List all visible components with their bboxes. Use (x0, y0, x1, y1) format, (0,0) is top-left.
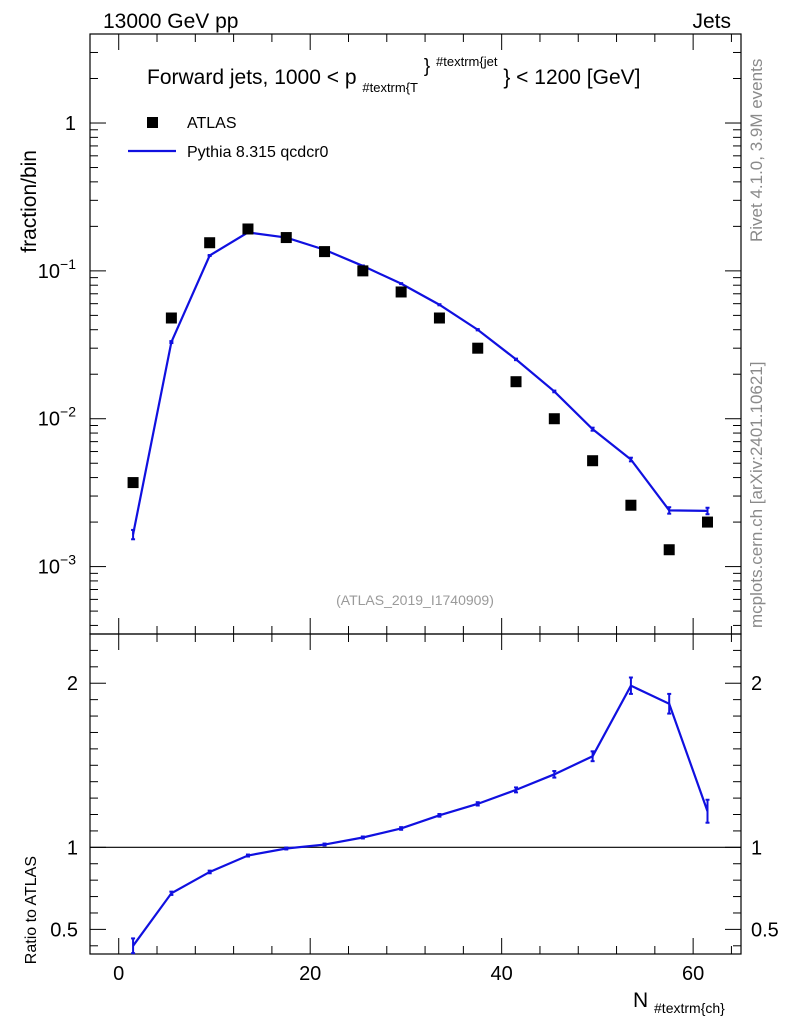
title-pre: Forward jets, 1000 < p (147, 66, 357, 89)
legend-atlas-marker (147, 117, 158, 128)
category-label: Jets (692, 10, 731, 33)
energy-label: 13000 GeV pp (103, 10, 238, 33)
atlas-data-point (280, 232, 292, 244)
atlas-data-point (663, 544, 675, 556)
atlas-data-point (701, 516, 713, 528)
pythia-line (132, 231, 708, 535)
tick-base: 10 (38, 409, 60, 431)
x-axis-label-main: N (633, 989, 648, 1012)
main-y-tick-label: 10−2 (38, 404, 76, 431)
main-chart-title: Forward jets, 1000 < p #textrm{T } #text… (147, 48, 641, 97)
atlas-data-point (319, 246, 331, 258)
atlas-data-point (395, 286, 407, 298)
x-tick-label: 60 (682, 963, 704, 985)
x-tick-label: 20 (299, 963, 321, 985)
legend-atlas-label: ATLAS (187, 115, 237, 132)
ratio-ticks (90, 634, 741, 954)
tick-base: 10 (38, 557, 60, 579)
atlas-data-point (510, 376, 522, 388)
ratio-data-layer (90, 676, 741, 955)
ratio-y-tick-label-right: 1 (751, 837, 762, 859)
ratio-y-tick-label-right: 2 (751, 673, 762, 695)
atlas-data-point (587, 455, 599, 467)
ratio-y-axis-label: Ratio to ATLAS (23, 856, 40, 964)
main-x-ticks (118, 34, 732, 634)
main-data-layer (127, 223, 713, 556)
title-post: } < 1200 [GeV] (503, 66, 640, 89)
atlas-data-point (472, 342, 484, 354)
atlas-data-point (127, 477, 139, 489)
tick-base: 10 (38, 261, 60, 283)
atlas-data-point (433, 312, 445, 324)
title-sup: #textrm{jet (436, 54, 498, 69)
main-y-tick-label: 1 (65, 113, 76, 135)
ratio-y-tick-label-right: 0.5 (751, 919, 779, 941)
legend-pythia-label: Pythia 8.315 qcdcr0 (187, 144, 329, 161)
x-axis-label: N #textrm{ch} (633, 989, 725, 1016)
main-y-tick-label: 10−1 (38, 256, 76, 283)
title-sub: #textrm{T (362, 80, 418, 95)
x-tick-label: 40 (491, 963, 513, 985)
main-y-tick-labels: 10−310−210−11 (38, 113, 76, 579)
ratio-pythia-line (132, 684, 709, 947)
tick-exponent: −2 (60, 404, 76, 420)
main-y-tick-label: 10−3 (38, 552, 76, 579)
ratio-panel-frame (89, 633, 742, 955)
analysis-id-label: (ATLAS_2019_I1740909) (336, 592, 494, 608)
atlas-data-point (242, 223, 254, 235)
tick-exponent: −3 (60, 552, 76, 568)
ratio-y-tick-label-left: 1 (67, 837, 78, 859)
atlas-data-point (165, 312, 177, 324)
tick-base: 1 (65, 113, 76, 135)
x-tick-label: 0 (113, 963, 124, 985)
atlas-data-point (625, 499, 637, 511)
ratio-tick-labels: 0.5 0.51 12 20 20 40 60 (50, 673, 779, 985)
mcplots-label: mcplots.cern.ch [arXiv:2401.10621] (747, 362, 766, 628)
atlas-data-point (204, 237, 216, 249)
main-y-ticks (90, 33, 741, 626)
tick-exponent: −1 (60, 256, 76, 272)
title-sup-close: } (424, 56, 430, 77)
atlas-data-point (548, 413, 560, 425)
ratio-y-tick-label-left: 0.5 (50, 919, 78, 941)
ratio-y-tick-label-left: 2 (67, 673, 78, 695)
atlas-data-point (357, 265, 369, 277)
main-y-axis-label: fraction/bin (18, 150, 41, 253)
rivet-version-label: Rivet 4.1.0, 3.9M events (747, 59, 766, 242)
x-axis-label-sub: #textrm{ch} (654, 1000, 725, 1016)
